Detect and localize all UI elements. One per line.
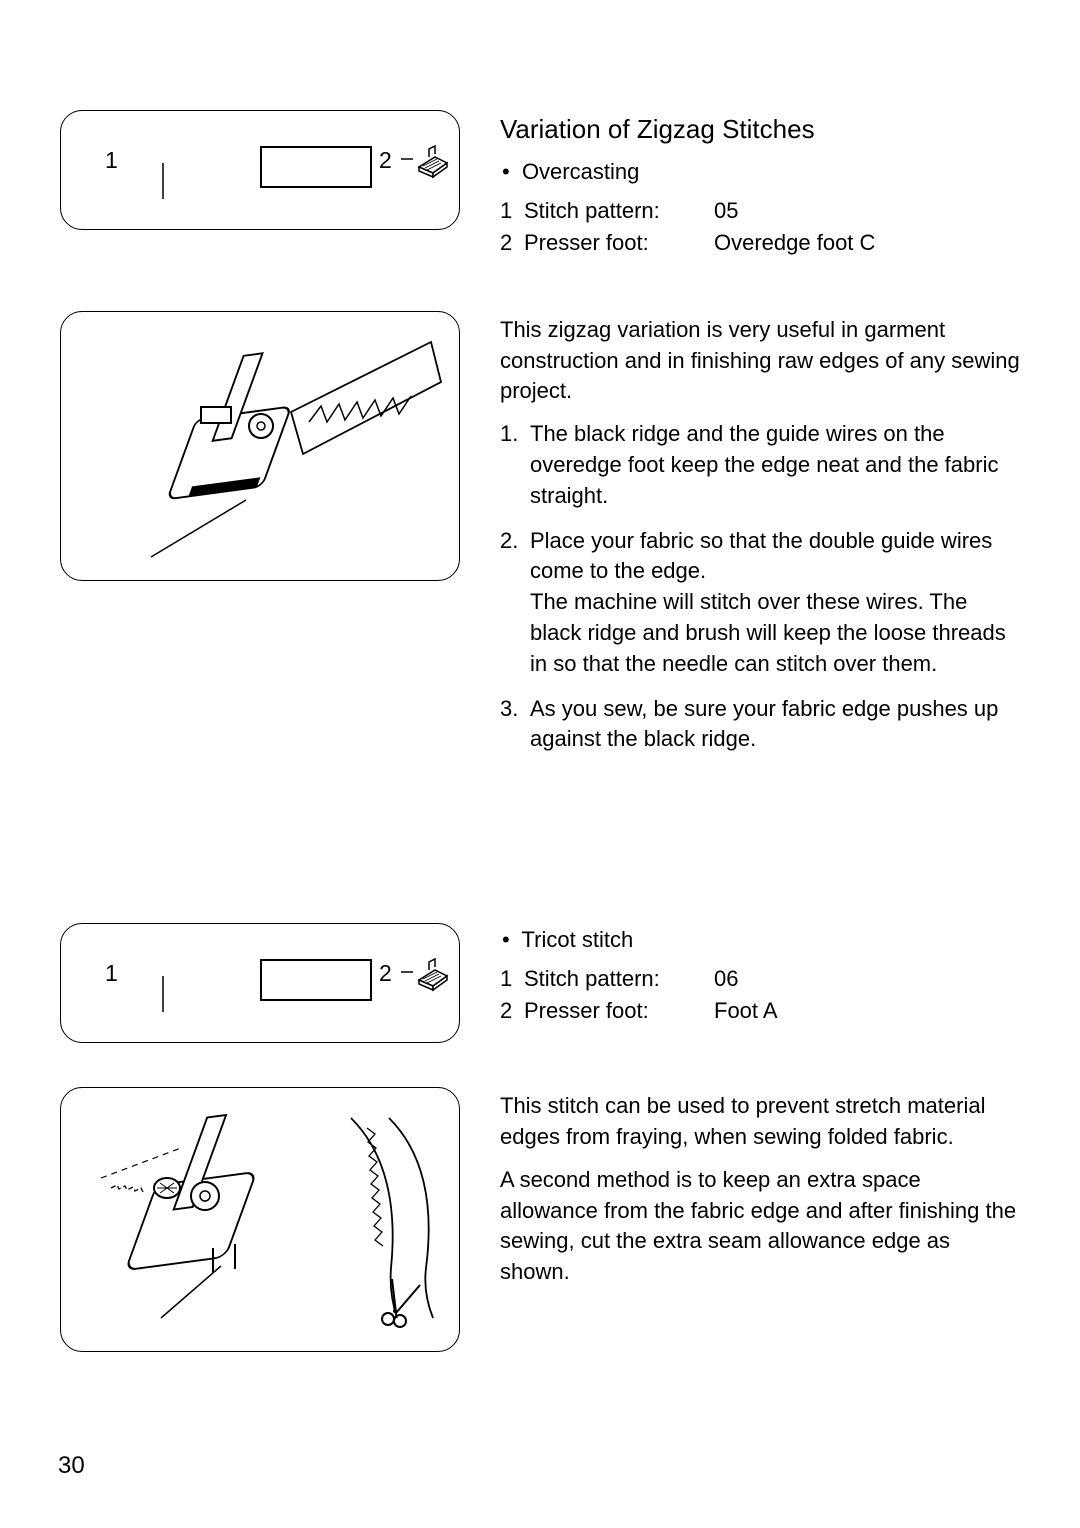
step2-text-b: The machine will stitch over these wires…: [530, 589, 1006, 676]
step2-text: Place your fabric so that the double gui…: [530, 526, 1020, 680]
section2-body-text: This stitch can be used to prevent stret…: [500, 1087, 1020, 1352]
step1-num: 1.: [500, 419, 530, 511]
setting1-row: 1 Stitch pattern: 05: [500, 195, 1020, 227]
page-number: 30: [58, 1452, 85, 1480]
setting1-val: 05: [714, 195, 1020, 227]
fig2-large-svg: [61, 1088, 461, 1353]
s2-setting1-num: 1: [500, 963, 524, 995]
s2-setting2-val: Foot A: [714, 995, 1020, 1027]
figure-col-2b: [60, 1087, 460, 1352]
s2-setting1-row: 1 Stitch pattern: 06: [500, 963, 1020, 995]
section2-row2: This stitch can be used to prevent stret…: [60, 1087, 1020, 1352]
bullet-overcasting: • Overcasting: [500, 159, 1020, 185]
section2-para2: A second method is to keep an extra spac…: [500, 1165, 1020, 1288]
section1-intro: This zigzag variation is very useful in …: [500, 315, 1020, 407]
fig1-large-svg: [61, 312, 461, 582]
bullet-overcasting-label: Overcasting: [522, 159, 639, 184]
s2-setting2-num: 2: [500, 995, 524, 1027]
settings-1: 1 Stitch pattern: 05 2 Presser foot: Ove…: [500, 195, 1020, 259]
figure-col-2a: 1 2: [60, 923, 460, 1043]
fig2-small-svg: [61, 924, 461, 1044]
section1-heading: Variation of Zigzag Stitches: [500, 114, 1020, 145]
step3-text: As you sew, be sure your fabric edge pus…: [530, 694, 1020, 756]
section1-body-text: This zigzag variation is very useful in …: [500, 311, 1020, 769]
setting2-row: 2 Presser foot: Overedge foot C: [500, 227, 1020, 259]
figure-box-tricot-small: 1 2: [60, 923, 460, 1043]
setting2-val: Overedge foot C: [714, 227, 1020, 259]
step2-num: 2.: [500, 526, 530, 680]
setting1-num: 1: [500, 195, 524, 227]
section1-header-text: Variation of Zigzag Stitches • Overcasti…: [500, 110, 1020, 267]
s2-setting1-val: 06: [714, 963, 1020, 995]
s2-setting2-label: Presser foot:: [524, 995, 714, 1027]
bullet-tricot: • Tricot stitch: [500, 927, 1020, 953]
section2-header-text: • Tricot stitch 1 Stitch pattern: 06 2 P…: [500, 923, 1020, 1043]
figure-box-overcast-large: [60, 311, 460, 581]
step1-text: The black ridge and the guide wires on t…: [530, 419, 1020, 511]
bullet-tricot-label: Tricot stitch: [522, 927, 634, 952]
figure-col-1b: [60, 311, 460, 769]
step3-num: 3.: [500, 694, 530, 756]
step1: 1. The black ridge and the guide wires o…: [500, 419, 1020, 511]
section2-para1: This stitch can be used to prevent stret…: [500, 1091, 1020, 1153]
figure-box-tricot-large: [60, 1087, 460, 1352]
setting2-label: Presser foot:: [524, 227, 714, 259]
step3: 3. As you sew, be sure your fabric edge …: [500, 694, 1020, 756]
section1-row2: This zigzag variation is very useful in …: [60, 311, 1020, 769]
figure-col-1a: 1 2: [60, 110, 460, 267]
fig1-small-svg: [61, 111, 461, 231]
setting1-label: Stitch pattern:: [524, 195, 714, 227]
step2-text-a: Place your fabric so that the double gui…: [530, 528, 992, 584]
step2: 2. Place your fabric so that the double …: [500, 526, 1020, 680]
section2-row1: 1 2 • Tricot stitch 1: [60, 923, 1020, 1043]
s2-setting1-label: Stitch pattern:: [524, 963, 714, 995]
settings-2: 1 Stitch pattern: 06 2 Presser foot: Foo…: [500, 963, 1020, 1027]
figure-box-overcast-small: 1 2: [60, 110, 460, 230]
setting2-num: 2: [500, 227, 524, 259]
section1-row1: 1 2: [60, 110, 1020, 267]
s2-setting2-row: 2 Presser foot: Foot A: [500, 995, 1020, 1027]
